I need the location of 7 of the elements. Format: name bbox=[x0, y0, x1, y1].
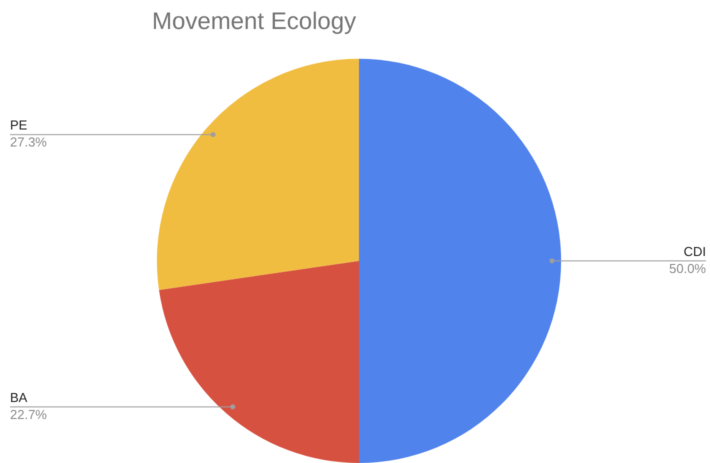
slice-label: CDI bbox=[684, 244, 706, 259]
slice-label: PE bbox=[10, 118, 28, 133]
data-label: 22.7% bbox=[10, 406, 48, 422]
chart-title: Movement Ecology bbox=[152, 8, 356, 36]
slice-label: BA bbox=[10, 390, 28, 405]
data-label: 27.3% bbox=[10, 134, 48, 150]
data-label: 50.0% bbox=[669, 260, 706, 276]
